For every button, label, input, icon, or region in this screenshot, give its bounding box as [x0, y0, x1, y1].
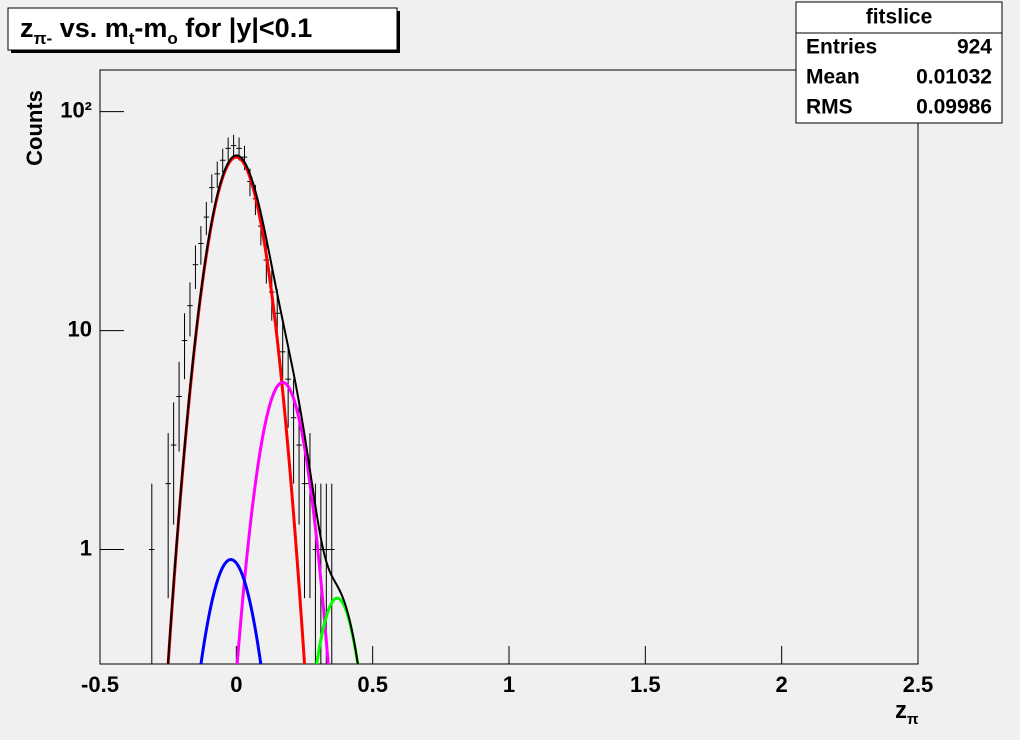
stats-title: fitslice — [866, 6, 933, 29]
data-point — [170, 402, 177, 525]
data-point — [214, 161, 220, 189]
stats-value: 0.09986 — [916, 96, 992, 119]
data-point — [198, 226, 204, 265]
data-point — [209, 174, 215, 203]
fit-component — [235, 380, 330, 664]
stats-label: Mean — [806, 66, 860, 89]
x-tick-label: 1 — [503, 672, 515, 697]
data-point — [149, 483, 155, 664]
stats-box: fitslice Entries 924 Mean 0.01032 RMS 0.09986 — [795, 1, 1003, 124]
text-segment: o — [167, 29, 177, 48]
data-point — [301, 433, 308, 599]
x-tick-label: 1.5 — [630, 672, 661, 697]
data-point — [225, 137, 231, 161]
x-tick-label: 0.5 — [357, 672, 388, 697]
stats-label: RMS — [806, 96, 853, 119]
stats-value: 924 — [957, 36, 992, 59]
x-axis-label: zπ — [895, 697, 919, 728]
y-tick-label: 10² — [60, 97, 92, 122]
data-point — [230, 134, 237, 158]
y-axis-label: Counts — [22, 90, 47, 166]
x-tick-label: 2.5 — [903, 672, 934, 697]
data-point — [219, 148, 226, 174]
stats-label: Entries — [806, 36, 877, 59]
x-tick-label: 2 — [776, 672, 788, 697]
fit-total — [166, 154, 359, 664]
data-point — [181, 313, 188, 380]
data-point — [165, 433, 171, 599]
data-point — [203, 201, 210, 236]
text-segment: -m — [134, 13, 167, 43]
x-tick-label: 0 — [230, 672, 242, 697]
data-point — [187, 282, 193, 337]
data-point — [192, 245, 199, 289]
text-segment: π — [907, 711, 919, 728]
text-segment: vs. m — [52, 13, 129, 43]
text-segment: t — [129, 29, 135, 48]
text-segment: z — [895, 697, 907, 724]
chart-title: zπ- vs. mt-mo for |y|<0.1 — [20, 13, 312, 48]
text-segment: for |y|<0.1 — [178, 13, 312, 43]
data-point — [329, 483, 335, 664]
text-segment: z — [20, 13, 34, 43]
stats-frame — [795, 1, 1003, 124]
title-box — [7, 7, 398, 51]
data-point — [176, 361, 182, 452]
x-tick-label: -0.5 — [81, 672, 119, 697]
y-tick-label: 1 — [80, 535, 92, 560]
y-tick-label: 10 — [68, 316, 92, 341]
stats-value: 0.01032 — [916, 66, 992, 89]
text-segment: π- — [34, 29, 53, 48]
plot-area — [149, 134, 360, 664]
